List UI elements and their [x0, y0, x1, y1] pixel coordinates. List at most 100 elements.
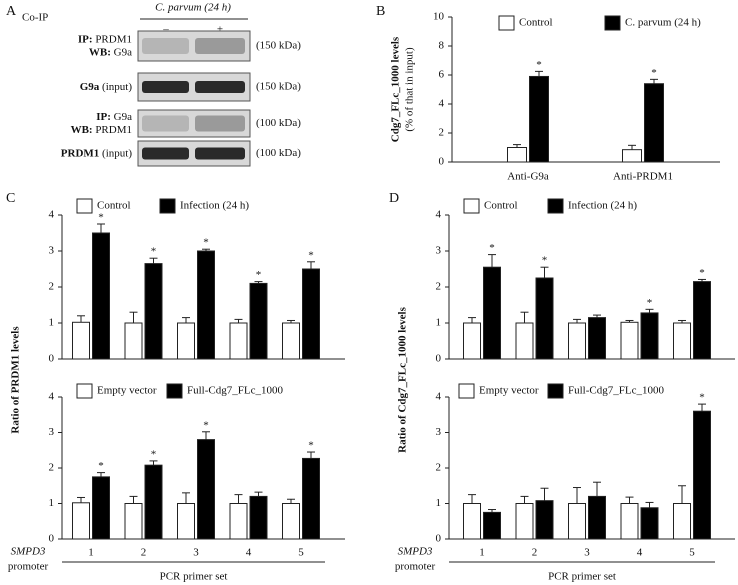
significance: *: [651, 67, 657, 79]
row-label-text: G9a: [114, 111, 132, 123]
bar: [124, 322, 143, 360]
significance: *: [256, 269, 262, 281]
y-tick-label: 4: [49, 391, 55, 403]
legend-swatch: [547, 383, 564, 399]
bar: [535, 500, 554, 540]
significance: *: [542, 255, 548, 267]
row-label: WB: PRDM1: [71, 124, 132, 136]
row-label: WB: G9a: [89, 46, 132, 58]
significance: *: [308, 440, 314, 452]
y-tick-label: 2: [436, 281, 442, 293]
y-tick-label: 4: [439, 98, 445, 110]
blot-band: [195, 147, 245, 160]
blot-label: Co-IP: [22, 12, 48, 24]
legend-label: Full-Cdg7_FLc_1000: [568, 385, 664, 397]
y-tick-label: 0: [49, 353, 55, 365]
bar: [620, 503, 639, 540]
y-tick-label: 1: [49, 317, 55, 329]
bar: [507, 147, 527, 163]
bar: [197, 439, 215, 540]
legend-swatch: [458, 383, 475, 399]
bar: [673, 503, 691, 540]
bar: [72, 502, 90, 540]
y-tick-label: 1: [436, 497, 442, 509]
bar: [693, 410, 711, 540]
y-axis-label: Cdg7_FLc_1000 levels: [390, 36, 402, 142]
y-tick-label: 0: [439, 156, 445, 168]
bar: [644, 83, 664, 163]
significance: *: [536, 59, 542, 71]
blot-condition: C. parvum (24 h): [155, 2, 231, 14]
x-tick-label: 3: [193, 547, 199, 559]
row-label-bold: WB:: [71, 124, 93, 136]
legend-swatch: [76, 198, 93, 214]
x-tick-label: 1: [479, 547, 485, 559]
panel-label: C: [6, 191, 15, 206]
bar: [282, 322, 300, 360]
y-tick-label: 4: [49, 209, 55, 221]
bar: [229, 503, 248, 540]
y-axis-sublabel: (% of that in input): [404, 47, 416, 132]
significance: *: [308, 249, 314, 261]
bar: [693, 281, 711, 360]
legend-label: Control: [519, 17, 553, 29]
bar: [588, 317, 606, 360]
x-tick-label: 4: [637, 547, 643, 559]
row-label-text: PRDM1: [95, 124, 132, 136]
significance: *: [647, 297, 653, 309]
blot-band: [142, 81, 189, 93]
y-tick-label: 4: [436, 391, 442, 403]
panel-label: A: [6, 4, 17, 19]
legend-swatch: [166, 383, 183, 399]
blot-band: [195, 38, 245, 54]
y-tick-label: 3: [49, 245, 55, 257]
y-tick-label: 2: [436, 462, 442, 474]
row-label-bold: IP:: [96, 111, 111, 123]
y-tick-label: 2: [49, 462, 55, 474]
row-label-bold: G9a: [80, 81, 100, 93]
row-label: IP: G9a: [96, 111, 132, 123]
significance: *: [151, 448, 157, 460]
row-label-text: G9a: [114, 46, 132, 58]
bar: [92, 476, 110, 540]
y-tick-label: 1: [49, 497, 55, 509]
bar: [483, 266, 501, 360]
bar: [588, 495, 606, 540]
blot-band: [195, 81, 245, 93]
significance: *: [489, 242, 495, 254]
x-axis-label: PCR primer set: [160, 571, 228, 583]
y-tick-label: 3: [436, 426, 442, 438]
y-tick-label: 0: [436, 533, 442, 545]
bar: [144, 263, 163, 360]
y-axis-label: Ratio of PRDM1 levels: [10, 326, 22, 434]
row-label-bold: PRDM1: [61, 147, 100, 159]
bar: [568, 503, 586, 540]
bar: [249, 282, 268, 360]
significance: *: [203, 237, 209, 249]
bar: [640, 507, 659, 540]
bar: [72, 321, 90, 360]
bar: [515, 503, 534, 540]
x-tick-label: Anti-G9a: [507, 171, 549, 183]
y-tick-label: 0: [436, 353, 442, 365]
bar: [177, 503, 195, 540]
bar: [640, 312, 659, 360]
band-size: (100 kDa): [256, 117, 301, 129]
row-label-text: PRDM1: [95, 33, 132, 45]
band-size: (150 kDa): [256, 81, 301, 93]
row-label: G9a (input): [80, 81, 133, 93]
lane-label: +: [217, 24, 223, 36]
significance: *: [699, 392, 705, 404]
bar: [529, 75, 549, 163]
bar: [302, 268, 320, 360]
blot-band: [142, 147, 189, 160]
x-tick-label: 2: [141, 547, 147, 559]
x-tick-label: 3: [584, 547, 590, 559]
legend-swatch: [76, 383, 93, 399]
blot-band: [142, 115, 189, 132]
x-row-label: promoter: [8, 561, 49, 573]
legend-label: Infection (24 h): [568, 200, 637, 212]
bar: [124, 503, 143, 540]
bar: [463, 503, 481, 540]
significance: *: [98, 212, 104, 224]
